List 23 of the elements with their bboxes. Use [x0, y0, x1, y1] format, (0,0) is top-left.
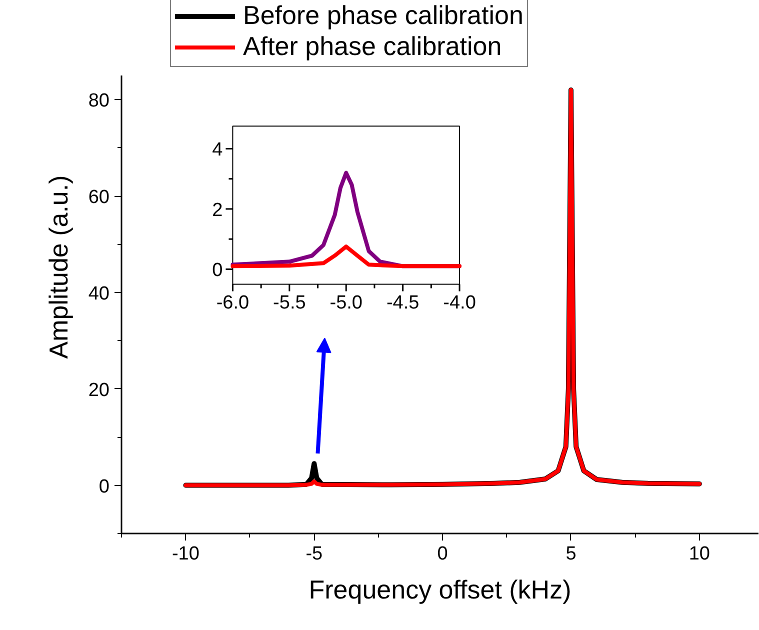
x-tick-label: -10 — [172, 544, 200, 564]
x-tick-label: -5.0 — [330, 292, 362, 314]
x-tick-label: 0 — [437, 544, 448, 564]
legend-label: After phase calibration — [243, 31, 502, 62]
y-tick-label: 0 — [212, 260, 223, 282]
y-tick-label: 20 — [88, 380, 110, 401]
y-tick-label: 40 — [88, 283, 110, 304]
x-tick-label: -5 — [306, 544, 323, 564]
y-tick-label: 80 — [88, 90, 110, 112]
y-tick-label: 4 — [212, 140, 224, 161]
x-tick-label: -4.5 — [386, 292, 420, 314]
y-axis-title: Amplitude (a.u.) — [43, 175, 74, 359]
line-series — [230, 244, 462, 268]
x-tick-label: -6.0 — [216, 292, 250, 314]
y-tick-label: 2 — [212, 200, 223, 221]
x-tick-label: -4.0 — [443, 292, 476, 314]
x-axis-title: Frequency offset (kHz) — [308, 574, 572, 604]
y-tick-label: 60 — [88, 187, 110, 208]
y-tick-label: 0 — [98, 476, 110, 498]
legend-label: Before phase calibration — [243, 0, 524, 31]
x-tick-label: -5.5 — [273, 292, 306, 314]
x-tick-label: 10 — [688, 544, 710, 564]
x-tick-label: 5 — [566, 544, 576, 564]
